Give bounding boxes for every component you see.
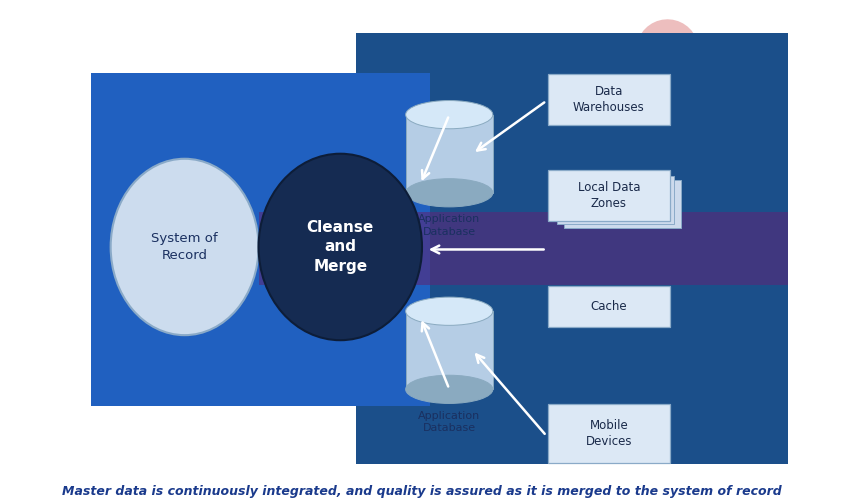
Text: Application
Database: Application Database [418,411,480,433]
Ellipse shape [111,159,258,335]
Ellipse shape [406,179,493,207]
FancyBboxPatch shape [91,73,430,406]
Ellipse shape [258,154,422,340]
FancyBboxPatch shape [557,176,674,224]
FancyBboxPatch shape [565,180,681,228]
Text: Application
Database: Application Database [418,215,480,237]
Text: System of
Record: System of Record [151,232,218,262]
Ellipse shape [406,297,493,326]
FancyBboxPatch shape [406,115,493,193]
FancyBboxPatch shape [548,74,669,125]
Text: Cleanse
and
Merge: Cleanse and Merge [306,220,374,274]
Text: Cache: Cache [591,300,627,312]
FancyBboxPatch shape [356,33,787,464]
Ellipse shape [406,375,493,403]
FancyBboxPatch shape [258,212,787,285]
Ellipse shape [406,101,493,129]
FancyBboxPatch shape [406,311,493,389]
Text: Local Data
Zones: Local Data Zones [577,181,640,210]
Text: Mobile
Devices: Mobile Devices [586,419,632,448]
FancyBboxPatch shape [548,286,669,327]
Text: Data
Warehouses: Data Warehouses [573,85,645,114]
FancyBboxPatch shape [548,170,669,221]
FancyBboxPatch shape [548,404,669,463]
Text: Master data is continuously integrated, and quality is assured as it is merged t: Master data is continuously integrated, … [62,485,782,498]
